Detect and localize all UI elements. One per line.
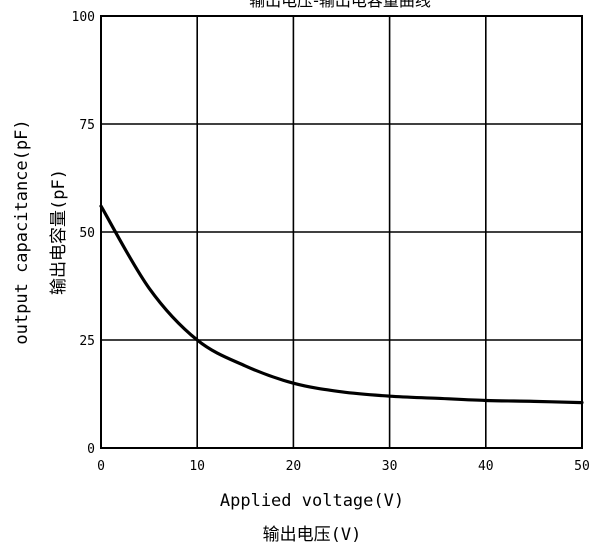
y-axis-label: output capacitance(pF)	[12, 119, 32, 344]
y-tick-label-0: 0	[87, 442, 95, 457]
x-tick-label-4: 40	[478, 459, 494, 474]
chart-title: 输出电压-输出电容量曲线	[249, 0, 431, 10]
x-axis-label: Applied voltage(V)	[220, 491, 404, 511]
y-tick-label-1: 25	[79, 334, 95, 349]
x-tick-label-2: 20	[286, 459, 302, 474]
y-tick-label-2: 50	[79, 226, 95, 241]
x-tick-label-5: 50	[574, 459, 590, 474]
grid	[100, 15, 583, 449]
x-tick-label-3: 30	[382, 459, 398, 474]
x-tick-label-0: 0	[97, 459, 105, 474]
plot-frame	[100, 15, 583, 449]
y-tick-label-4: 100	[72, 10, 95, 25]
series-group	[99, 204, 584, 405]
y-tick-label-3: 75	[79, 118, 95, 133]
x-tick-label-1: 10	[189, 459, 205, 474]
y-axis-label-secondary: 输出电容量(pF)	[49, 169, 69, 295]
x-axis-label-secondary: 输出电压(V)	[263, 525, 362, 545]
tick-labels: 0 10 20 30 40 50 0 25 50 75 100	[72, 10, 590, 474]
series-line-0	[99, 204, 584, 405]
